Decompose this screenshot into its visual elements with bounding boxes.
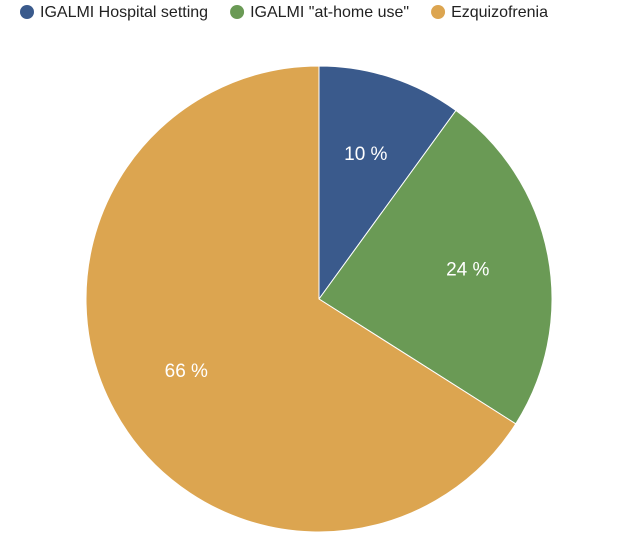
legend-marker <box>20 5 34 19</box>
legend-marker <box>431 5 446 19</box>
pie-slice <box>85 65 517 533</box>
slice-label: 66 % <box>165 361 208 382</box>
slice-label: 24 % <box>446 260 489 281</box>
legend-label: Ezquizofrenia <box>451 4 548 21</box>
legend-marker <box>230 5 245 19</box>
legend-label: IGALMI "at-home use" <box>250 4 409 21</box>
legend: IGALMI Hospital setting IGALMI "at-home u… <box>20 4 548 21</box>
labels: 10 % 24 % 66 % <box>165 144 490 382</box>
pie-slice <box>318 109 553 425</box>
pie <box>85 65 553 533</box>
pie-slice <box>318 65 457 301</box>
slice-label: 10 % <box>344 144 387 165</box>
legend-label: IGALMI Hospital setting <box>40 4 208 21</box>
